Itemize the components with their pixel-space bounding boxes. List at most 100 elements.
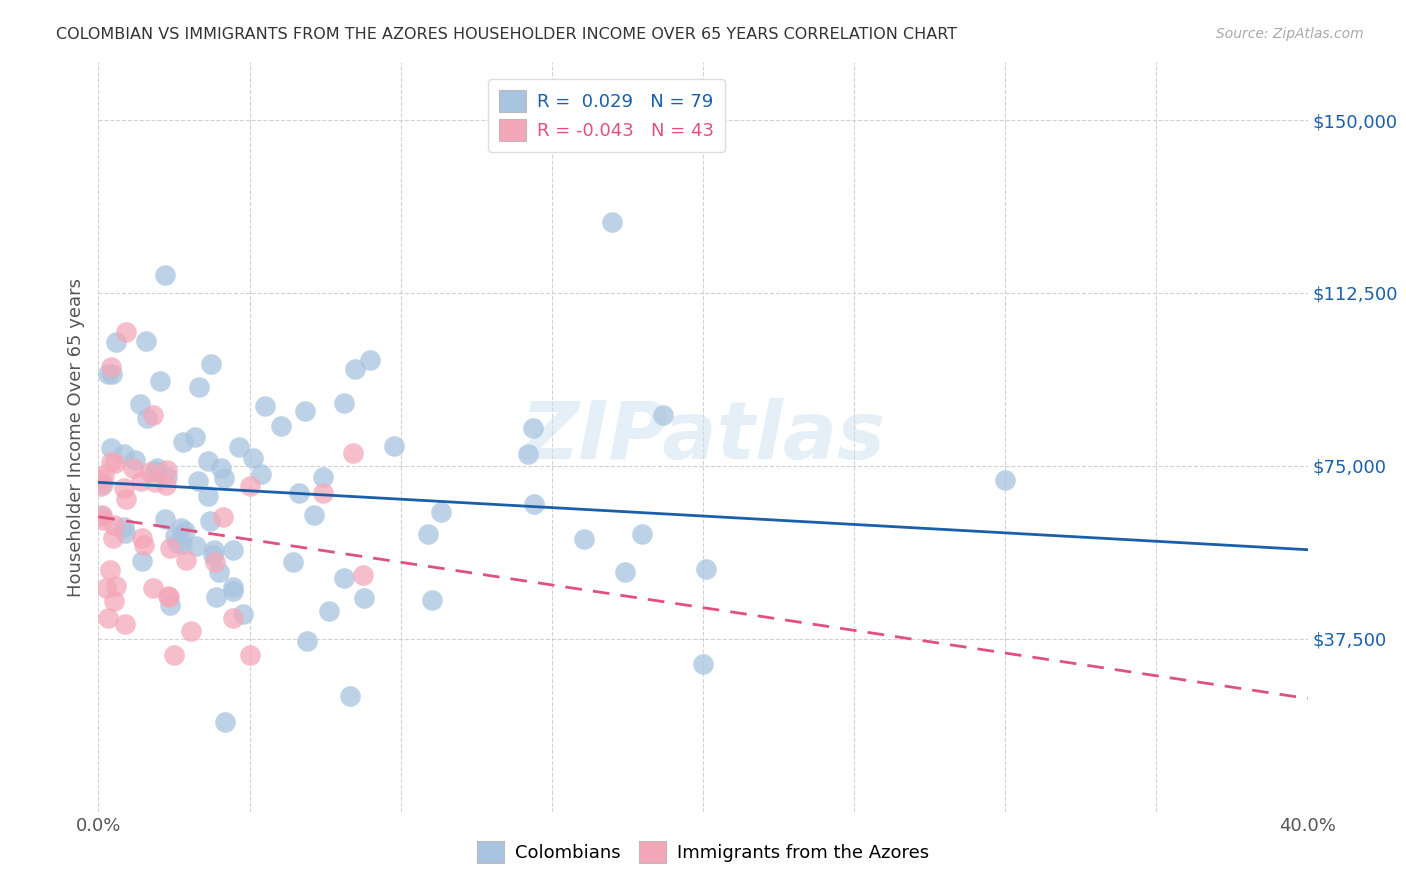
Point	[143, 464, 166, 478]
Point	[197, 454, 219, 468]
Point	[695, 562, 717, 576]
Point	[97, 611, 120, 625]
Point	[204, 555, 226, 569]
Point	[163, 529, 186, 543]
Point	[159, 541, 181, 555]
Point	[157, 591, 180, 605]
Point	[201, 548, 224, 562]
Point	[112, 520, 135, 534]
Point	[344, 362, 367, 376]
Point	[304, 508, 326, 522]
Point	[214, 715, 236, 730]
Point	[100, 442, 122, 456]
Text: ZIPatlas: ZIPatlas	[520, 398, 886, 476]
Point	[100, 359, 122, 374]
Point	[159, 598, 181, 612]
Point	[139, 465, 162, 479]
Point	[131, 531, 153, 545]
Point	[143, 475, 166, 489]
Point	[100, 455, 122, 469]
Point	[342, 445, 364, 459]
Point	[198, 514, 221, 528]
Point	[281, 555, 304, 569]
Point	[155, 268, 177, 282]
Point	[522, 421, 544, 435]
Point	[212, 471, 235, 485]
Point	[114, 482, 136, 496]
Point	[332, 571, 354, 585]
Point	[172, 536, 194, 550]
Point	[149, 374, 172, 388]
Point	[156, 470, 179, 484]
Point	[418, 527, 440, 541]
Point	[312, 486, 335, 500]
Point	[523, 497, 546, 511]
Text: COLOMBIAN VS IMMIGRANTS FROM THE AZORES HOUSEHOLDER INCOME OVER 65 YEARS CORRELA: COLOMBIAN VS IMMIGRANTS FROM THE AZORES …	[56, 27, 957, 42]
Point	[294, 404, 316, 418]
Point	[155, 478, 177, 492]
Point	[288, 485, 311, 500]
Point	[103, 518, 125, 533]
Point	[142, 582, 165, 596]
Point	[155, 512, 177, 526]
Point	[101, 367, 124, 381]
Point	[114, 617, 136, 632]
Point	[692, 657, 714, 672]
Point	[360, 352, 382, 367]
Point	[202, 542, 225, 557]
Point	[172, 434, 194, 449]
Point	[572, 532, 595, 546]
Point	[91, 477, 114, 491]
Point	[382, 439, 405, 453]
Legend: Colombians, Immigrants from the Azores: Colombians, Immigrants from the Azores	[467, 830, 939, 874]
Point	[208, 565, 231, 579]
Point	[104, 456, 127, 470]
Point	[239, 478, 262, 492]
Point	[517, 447, 540, 461]
Point	[250, 467, 273, 481]
Point	[239, 648, 262, 662]
Point	[333, 396, 356, 410]
Point	[101, 531, 124, 545]
Point	[353, 591, 375, 605]
Point	[115, 325, 138, 339]
Point	[200, 357, 222, 371]
Point	[651, 408, 673, 422]
Point	[253, 399, 276, 413]
Point	[422, 592, 444, 607]
Point	[166, 535, 188, 549]
Text: Source: ZipAtlas.com: Source: ZipAtlas.com	[1216, 27, 1364, 41]
Point	[174, 553, 197, 567]
Y-axis label: Householder Income Over 65 years: Householder Income Over 65 years	[66, 277, 84, 597]
Point	[339, 689, 361, 703]
Point	[129, 397, 152, 411]
Point	[270, 419, 292, 434]
Point	[174, 524, 197, 538]
Point	[124, 453, 146, 467]
Point	[222, 583, 245, 598]
Point	[197, 489, 219, 503]
Point	[613, 565, 636, 579]
Point	[352, 567, 374, 582]
Point	[135, 334, 157, 348]
Point	[205, 590, 228, 604]
Point	[188, 380, 211, 394]
Point	[156, 589, 179, 603]
Point	[602, 214, 624, 228]
Point	[122, 461, 145, 475]
Point	[221, 542, 243, 557]
Point	[96, 581, 118, 595]
Point	[295, 634, 318, 648]
Point	[105, 579, 128, 593]
Point	[91, 513, 114, 527]
Point	[136, 410, 159, 425]
Point	[994, 473, 1017, 487]
Point	[222, 580, 245, 594]
Point	[429, 505, 451, 519]
Point	[142, 408, 165, 422]
Point	[184, 429, 207, 443]
Legend: R =  0.029   N = 79, R = -0.043   N = 43: R = 0.029 N = 79, R = -0.043 N = 43	[488, 79, 724, 152]
Point	[180, 624, 202, 638]
Point	[311, 470, 333, 484]
Point	[114, 491, 136, 506]
